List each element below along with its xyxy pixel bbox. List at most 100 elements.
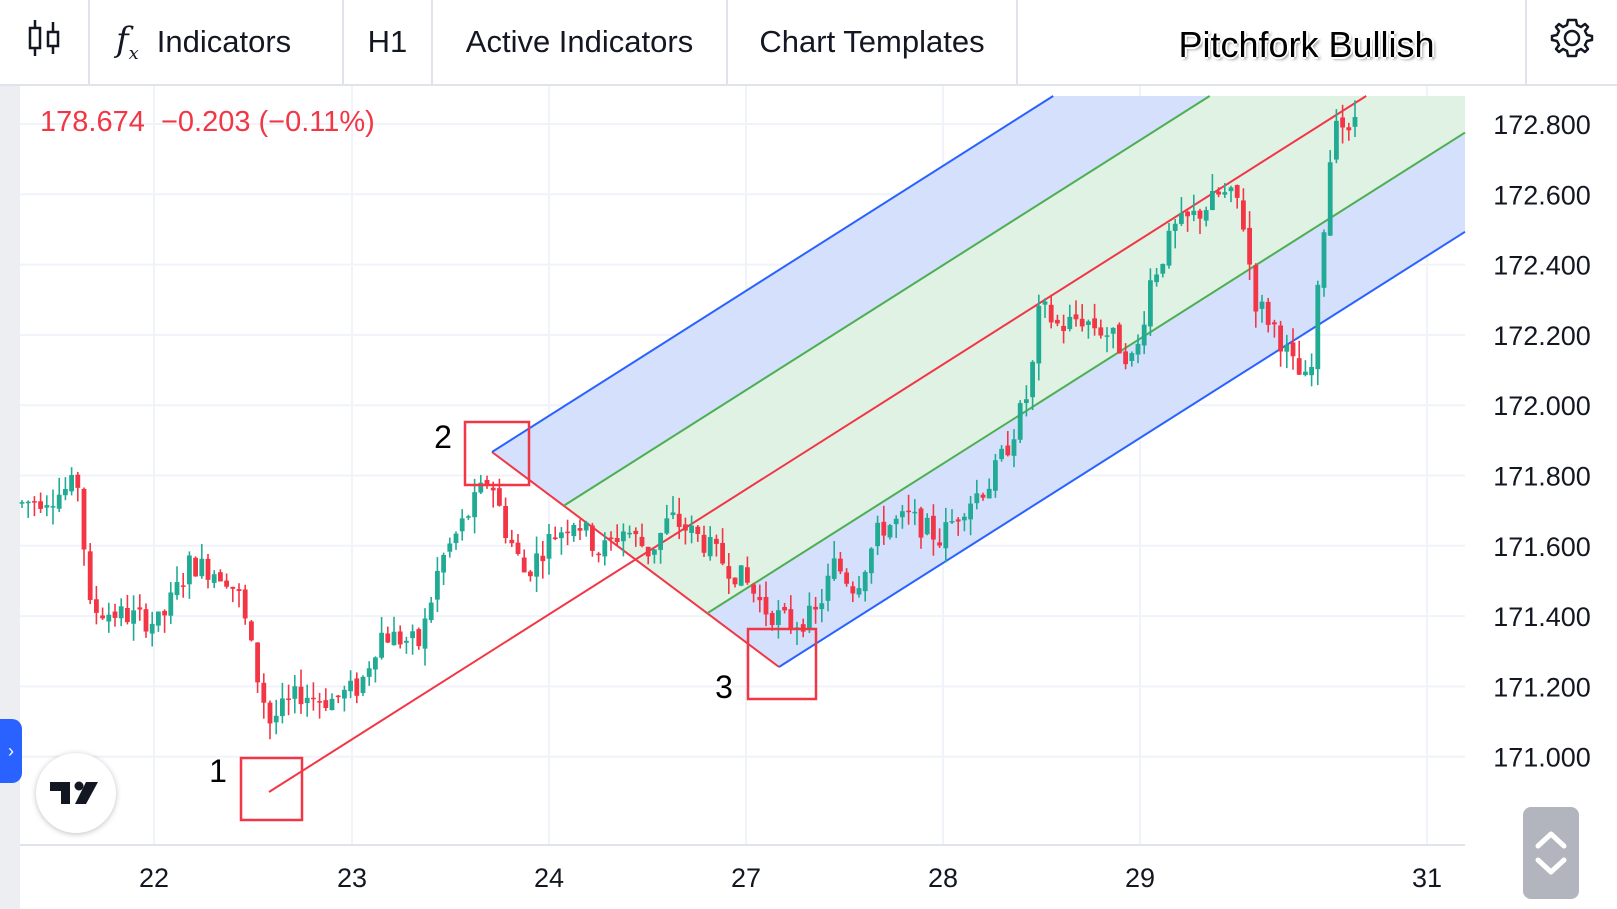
pitchfork-inner-zone bbox=[563, 96, 1465, 614]
candle-body bbox=[912, 511, 918, 514]
pitchfork-median-line bbox=[268, 95, 1367, 793]
candle-body bbox=[645, 546, 651, 557]
settings-button[interactable] bbox=[1527, 0, 1617, 84]
candle-body bbox=[1203, 210, 1209, 221]
candle-body bbox=[25, 501, 31, 504]
candle-body bbox=[1005, 445, 1011, 456]
candle-body bbox=[906, 510, 911, 513]
candle-body bbox=[515, 542, 521, 554]
candle-body bbox=[168, 592, 174, 616]
candle-body bbox=[1321, 232, 1327, 288]
candle-body bbox=[428, 602, 434, 621]
candle-body bbox=[943, 522, 949, 549]
candle-body bbox=[1055, 319, 1060, 324]
candle-body bbox=[125, 607, 130, 623]
candle-body bbox=[466, 516, 471, 518]
top-toolbar: fx Indicators H1 Active Indicators Chart… bbox=[0, 0, 1617, 86]
candle-body bbox=[87, 551, 93, 600]
candle-body bbox=[738, 565, 744, 586]
candle-body bbox=[1284, 344, 1290, 352]
candle-body bbox=[298, 686, 304, 705]
tradingview-logo-icon[interactable] bbox=[36, 753, 116, 833]
candle-body bbox=[559, 532, 564, 539]
candle-body bbox=[503, 505, 508, 539]
candle-body bbox=[608, 537, 614, 540]
candle-body bbox=[1278, 325, 1283, 352]
candle-body bbox=[1129, 353, 1135, 361]
pivot-box-2 bbox=[463, 420, 531, 487]
candle-body bbox=[1346, 127, 1352, 131]
candle-body bbox=[974, 493, 980, 504]
candle-body bbox=[782, 606, 787, 611]
time-tick-label: 22 bbox=[139, 863, 169, 893]
interval-button[interactable]: H1 bbox=[344, 0, 433, 84]
candle-body bbox=[1352, 117, 1358, 127]
candle-body bbox=[255, 642, 260, 683]
chart-templates-label: Chart Templates bbox=[759, 24, 985, 59]
candle-body bbox=[1067, 316, 1073, 330]
candle-body bbox=[856, 588, 862, 595]
chart-templates-button[interactable]: Chart Templates bbox=[728, 0, 1018, 84]
candle-body bbox=[317, 701, 322, 703]
candlestick-icon bbox=[26, 16, 62, 68]
candle-body bbox=[1179, 213, 1184, 224]
candle-body bbox=[683, 524, 688, 531]
candle-body bbox=[534, 553, 539, 577]
candle-body bbox=[199, 558, 205, 577]
candle-body bbox=[813, 606, 818, 610]
candle-body bbox=[1036, 305, 1042, 364]
candle-body bbox=[38, 501, 43, 509]
candle-body bbox=[1241, 200, 1246, 230]
chevron-up-down-icon[interactable] bbox=[1523, 807, 1579, 899]
candle-body bbox=[769, 613, 775, 626]
candle-body bbox=[137, 607, 143, 610]
candle-body bbox=[1340, 117, 1345, 128]
candle-body bbox=[955, 519, 961, 522]
time-tick-label: 31 bbox=[1412, 863, 1442, 893]
active-indicators-button[interactable]: Active Indicators bbox=[433, 0, 728, 84]
candle-body bbox=[732, 577, 738, 585]
candle-body bbox=[391, 631, 397, 646]
candle-body bbox=[379, 632, 384, 658]
candle-body bbox=[521, 557, 527, 573]
candle-body bbox=[143, 609, 149, 632]
price-chart[interactable]: 123 172.800172.600172.400172.200172.0001… bbox=[0, 86, 1617, 909]
candle-body bbox=[745, 567, 750, 583]
candle-body bbox=[627, 532, 632, 535]
candle-body bbox=[478, 482, 484, 493]
candle-body bbox=[131, 610, 136, 624]
candle-body bbox=[528, 571, 533, 577]
candle-body bbox=[273, 715, 279, 723]
candle-body bbox=[1247, 227, 1252, 265]
candle-body bbox=[1185, 211, 1190, 217]
candle-body bbox=[924, 517, 930, 535]
candle-body bbox=[156, 611, 161, 626]
candle-body bbox=[1197, 210, 1203, 219]
indicators-button[interactable]: fx Indicators bbox=[90, 0, 344, 84]
candle-body bbox=[980, 494, 986, 498]
candle-body bbox=[633, 530, 639, 535]
price-change: −0.203 (−0.11%) bbox=[160, 106, 375, 138]
candle-body bbox=[1042, 301, 1048, 305]
chevron-right-icon[interactable]: › bbox=[0, 719, 22, 783]
candle-body bbox=[763, 597, 769, 615]
pitchfork-inner-upper-line bbox=[563, 95, 1211, 507]
price-tick-label: 171.400 bbox=[1493, 602, 1591, 632]
candle-body bbox=[751, 584, 756, 594]
chart-title-area: Pitchfork Bullish bbox=[1018, 0, 1527, 84]
candle-body bbox=[887, 525, 893, 538]
candle-body bbox=[937, 542, 942, 546]
candle-body bbox=[850, 586, 856, 594]
candle-body bbox=[918, 508, 924, 538]
candle-body bbox=[1191, 210, 1197, 216]
candle-body bbox=[664, 518, 670, 534]
candle-body bbox=[602, 540, 608, 557]
candle-body bbox=[900, 511, 905, 518]
candle-body bbox=[335, 695, 341, 698]
fx-icon: fx bbox=[116, 20, 139, 64]
candle-body bbox=[1309, 366, 1314, 376]
chart-type-button[interactable] bbox=[0, 0, 90, 84]
candle-body bbox=[50, 506, 56, 508]
candle-body bbox=[44, 505, 50, 508]
pivot-label-2: 2 bbox=[434, 419, 452, 455]
